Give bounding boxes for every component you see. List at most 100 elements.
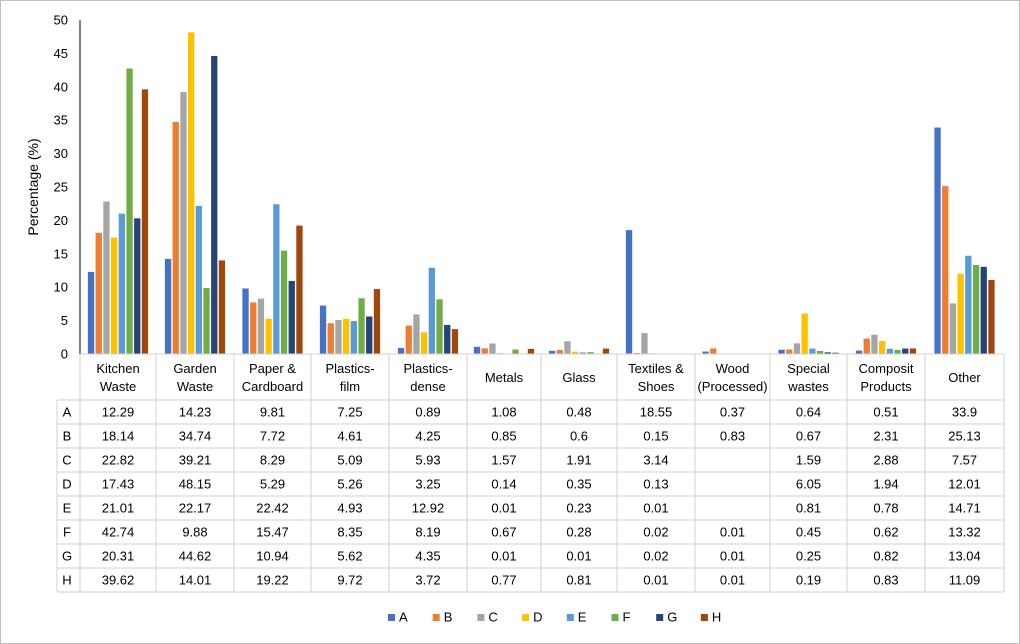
bar-E [579, 352, 586, 354]
table-cell-value: 0.67 [491, 525, 516, 540]
bar-B [95, 232, 102, 354]
table-cell-value: 0.28 [566, 525, 591, 540]
y-tick-label: 30 [54, 146, 68, 161]
table-cell-value: 2.31 [873, 429, 898, 444]
table-cell-value: 0.81 [796, 501, 821, 516]
bar-C [413, 314, 420, 354]
y-axis-title-group: Percentage (%) [25, 138, 41, 235]
table-cell-value: 0.89 [415, 405, 440, 420]
bar-A [855, 350, 863, 354]
table-row-label: E [63, 501, 72, 516]
bar-H [832, 352, 839, 354]
legend-swatch-A [388, 614, 395, 621]
bar-C [641, 333, 648, 354]
table-cell-value: 0.77 [491, 573, 516, 588]
bar-G [444, 324, 451, 354]
table-cell-value: 9.72 [337, 573, 362, 588]
table-cell-value: 0.78 [873, 501, 898, 516]
table-cell-value: 6.05 [796, 477, 821, 492]
bar-B [942, 186, 949, 354]
bars [87, 32, 995, 355]
table-cell-value: 0.02 [643, 525, 668, 540]
table-cell-value: 0.14 [491, 477, 516, 492]
table-cell-value: 19.22 [256, 573, 289, 588]
legend-label: D [533, 610, 542, 625]
table-cell-value: 39.21 [179, 453, 212, 468]
bar-D [879, 341, 886, 354]
table-cell-value: 5.09 [337, 453, 362, 468]
bar-F [203, 288, 210, 354]
bar-F [126, 68, 133, 354]
table-cell-value: 25.13 [948, 429, 981, 444]
legend: A B C D E F G H [388, 610, 721, 625]
category-label: Plastics- [403, 361, 452, 376]
table-cell-value: 13.04 [948, 549, 981, 564]
table-cell-value: 9.81 [260, 405, 285, 420]
bar-C [793, 343, 801, 354]
bar-C [949, 303, 957, 354]
table-cell-value: 1.08 [491, 405, 516, 420]
table-cell-value: 0.81 [566, 573, 591, 588]
bar-C [103, 201, 110, 354]
table-cell-value: 0.13 [643, 477, 668, 492]
table-cell-value: 0.83 [873, 573, 898, 588]
table-cell-value: 0.01 [491, 549, 516, 564]
table-cell-value: 8.19 [415, 525, 440, 540]
category-label: Cardboard [242, 379, 303, 394]
table-cell-value: 2.88 [873, 453, 898, 468]
bar-G [366, 316, 373, 354]
table-cell-value: 44.62 [179, 549, 212, 564]
category-label: dense [410, 379, 445, 394]
bar-D [343, 318, 350, 354]
table-cell-value: 33.9 [952, 405, 977, 420]
bar-H [218, 260, 226, 354]
table-cell-value: 17.43 [102, 477, 135, 492]
table-cell-value: 34.74 [179, 429, 212, 444]
table-cell-value: 5.93 [415, 453, 440, 468]
table-cell-value: 18.55 [640, 405, 673, 420]
table-cell-value: 0.82 [873, 549, 898, 564]
category-label: film [340, 379, 360, 394]
table-cell-value: 12.92 [412, 501, 445, 516]
bar-B [405, 325, 412, 354]
table-cell-value: 20.31 [102, 549, 135, 564]
table-cell-value: 3.25 [415, 477, 440, 492]
table-cell-value: 0.35 [566, 477, 591, 492]
legend-swatch-E [566, 614, 574, 621]
legend-label: G [667, 610, 677, 625]
table-cell-value: 0.85 [491, 429, 516, 444]
legend-label: C [488, 610, 497, 625]
bar-E [273, 204, 280, 354]
y-axis-title: Percentage (%) [25, 138, 41, 235]
category-label: Products [860, 379, 912, 394]
bar-A [397, 348, 405, 354]
table-cell-value: 3.14 [643, 453, 668, 468]
category-label: Garden [173, 361, 216, 376]
bar-H [527, 348, 535, 354]
table-row-label: G [62, 549, 72, 564]
table-cell-value: 0.01 [491, 501, 516, 516]
table-cell-value: 11.09 [949, 573, 981, 588]
table-cell-value: 0.01 [643, 501, 668, 516]
y-tick-label: 5 [61, 313, 68, 328]
bar-A [625, 230, 633, 354]
category-label: Plastics- [325, 361, 374, 376]
bar-D [801, 313, 808, 354]
bar-F [816, 350, 824, 354]
legend-label: E [578, 610, 587, 625]
bar-C [257, 298, 265, 354]
y-tick-label: 15 [54, 246, 68, 261]
bar-D [111, 237, 118, 354]
category-label: Wood [716, 361, 750, 376]
table-cell-value: 15.47 [256, 525, 289, 540]
y-tick-label: 45 [54, 46, 68, 61]
bar-F [587, 352, 594, 354]
table-cell-value: 1.57 [491, 453, 516, 468]
bar-F [894, 349, 901, 354]
bar-B [250, 302, 257, 354]
category-label: Other [948, 370, 981, 385]
bar-A [164, 258, 172, 354]
table-cell-value: 0.01 [566, 549, 591, 564]
bar-H [602, 348, 610, 354]
table-cell-value: 1.59 [796, 453, 821, 468]
